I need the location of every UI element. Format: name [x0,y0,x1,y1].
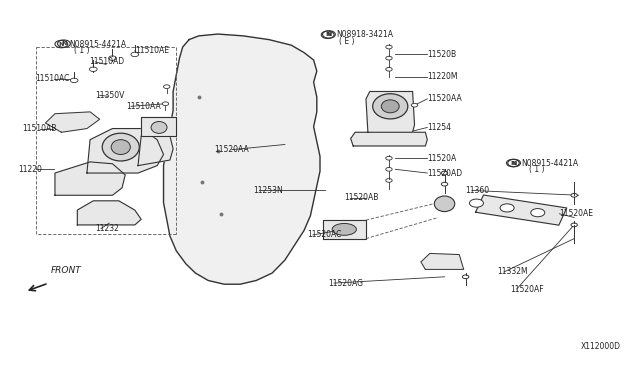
Polygon shape [138,136,173,166]
Circle shape [531,209,545,217]
Circle shape [386,167,392,171]
Circle shape [386,56,392,60]
Circle shape [412,103,418,107]
Text: 11360: 11360 [466,186,490,195]
Text: 11520AG: 11520AG [328,279,364,288]
Text: ( 1 ): ( 1 ) [74,46,90,55]
Text: 11520AF: 11520AF [510,285,544,294]
Text: 11520AB: 11520AB [344,193,379,202]
Ellipse shape [332,224,356,235]
Text: N08915-4421A: N08915-4421A [521,158,579,167]
Text: N08918-3421A: N08918-3421A [336,30,393,39]
Text: X112000D: X112000D [580,341,621,350]
Text: 11510AD: 11510AD [89,57,124,66]
Circle shape [163,102,169,106]
Polygon shape [164,34,320,284]
Circle shape [70,78,78,83]
Ellipse shape [102,133,140,161]
Text: ( 1 ): ( 1 ) [529,165,545,174]
Circle shape [109,56,116,60]
Polygon shape [77,201,141,225]
Circle shape [571,223,577,227]
Polygon shape [45,112,100,132]
Circle shape [164,85,170,89]
Text: 11253N: 11253N [253,186,283,195]
Text: 11254: 11254 [428,123,451,132]
Text: 11520AE: 11520AE [559,209,593,218]
Polygon shape [55,162,125,195]
Text: N: N [59,42,64,46]
Text: 11520AC: 11520AC [307,230,342,240]
Circle shape [463,275,468,279]
Circle shape [571,193,577,197]
Text: 11520AA: 11520AA [428,94,462,103]
Text: N: N [510,161,516,166]
Circle shape [500,204,514,212]
Text: 11510AA: 11510AA [126,102,161,111]
Text: 11510AC: 11510AC [35,74,70,83]
Text: ( E ): ( E ) [339,37,354,46]
Circle shape [386,156,392,160]
Ellipse shape [151,122,167,134]
Text: 11220M: 11220M [428,72,458,81]
Text: N: N [61,41,67,46]
Ellipse shape [111,140,131,154]
Ellipse shape [435,196,455,212]
Polygon shape [141,118,176,136]
Text: FRONT: FRONT [51,266,81,275]
Text: 11332M: 11332M [497,267,528,276]
Text: 11350V: 11350V [95,91,125,100]
Text: N08915-4421A: N08915-4421A [69,39,126,49]
Circle shape [442,171,448,175]
Circle shape [386,67,392,71]
Text: 11520B: 11520B [428,50,456,59]
Circle shape [90,67,97,71]
Polygon shape [366,92,415,132]
Text: N: N [325,32,330,37]
Text: N: N [326,32,332,37]
Ellipse shape [372,94,408,119]
Text: N: N [511,161,517,166]
Text: 11510AB: 11510AB [22,124,56,133]
Polygon shape [351,132,428,146]
Ellipse shape [381,100,399,113]
Circle shape [469,199,483,207]
Text: 11510AE: 11510AE [135,46,169,55]
Circle shape [442,182,448,186]
Circle shape [386,179,392,182]
Circle shape [131,52,139,57]
Polygon shape [476,195,567,225]
Text: 11520AA: 11520AA [214,145,249,154]
Text: 11520A: 11520A [428,154,456,163]
Text: 11520AD: 11520AD [428,169,463,177]
Polygon shape [87,129,164,173]
Text: 11220: 11220 [18,165,42,174]
Text: 11232: 11232 [95,224,119,233]
Circle shape [386,45,392,49]
Polygon shape [323,220,366,238]
Polygon shape [421,253,464,269]
